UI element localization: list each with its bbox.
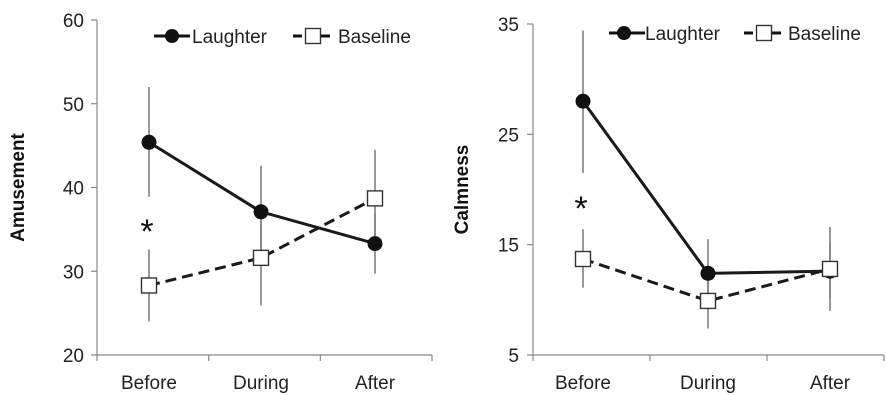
data-point-laughter [700,265,716,281]
significance-star: * [574,190,587,228]
data-point-baseline [366,190,384,207]
y-tick-label: 35 [498,15,519,36]
y-tick-label: 60 [63,11,84,32]
data-point-baseline [821,260,839,278]
legend-marker-baseline [304,27,322,45]
data-point-baseline [252,249,270,267]
legend-marker-laughter [165,29,179,43]
legend: Laughter Baseline [609,24,861,45]
data-point-baseline [699,292,717,310]
x-tick-label: During [233,373,289,394]
legend: Laughter Baseline [154,27,411,48]
data-point-laughter [253,204,269,220]
x-tick-label: Before [555,373,611,394]
y-tick-label: 15 [498,236,519,257]
y-tick-label: 30 [63,262,84,283]
legend-label-laughter: Laughter [645,24,721,45]
x-tick-label: After [355,373,396,394]
y-axis-label: Amusement [8,132,29,241]
legend-marker-baseline [755,24,773,42]
data-point-laughter [141,134,157,150]
y-tick-label: 20 [63,346,84,367]
y-tick-label: 40 [63,179,84,200]
significance-star: * [140,213,153,251]
data-point-baseline [140,277,158,294]
legend-marker-laughter [617,26,631,40]
legend-label-laughter: Laughter [192,27,268,48]
series-line-laughter [148,141,376,246]
series-line-laughter [581,100,831,275]
y-tick-label: 50 [63,95,84,116]
data-point-laughter [367,236,383,252]
y-tick-label: 5 [508,346,519,367]
x-tick-label: Before [121,373,177,394]
y-tick-label: 25 [498,125,519,146]
data-point-laughter [575,93,591,109]
data-point-baseline [574,250,592,268]
legend-label-baseline: Baseline [338,27,411,48]
x-tick-label: During [680,373,736,394]
x-tick-label: After [810,373,851,394]
y-axis-label: Calmness [452,145,473,235]
series-line-baseline [582,257,831,303]
legend-label-baseline: Baseline [788,24,861,45]
chart-panel-2: 5 15 25 35 Before During After Calmness * Laughte… [452,15,885,394]
chart-panel-1: 20 30 40 50 60 Before During After Amusement * Lau… [8,11,433,394]
series-line-baseline [148,197,376,287]
